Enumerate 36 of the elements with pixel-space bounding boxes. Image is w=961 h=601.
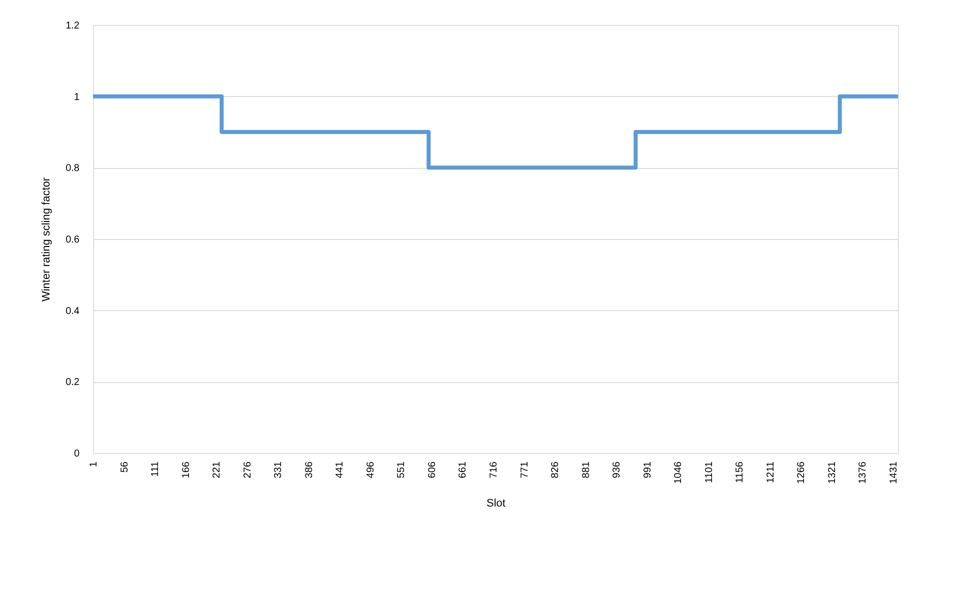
x-tick-label: 1431 xyxy=(888,461,900,484)
x-tick-label: 496 xyxy=(365,461,376,478)
x-tick-label: 1321 xyxy=(826,461,838,484)
x-tick-label: 386 xyxy=(304,461,315,478)
x-tick-label: 1 xyxy=(88,461,100,468)
y-tick-label: 0.8 xyxy=(66,163,80,174)
x-tick-label: 551 xyxy=(396,461,408,478)
x-tick-label: 716 xyxy=(488,461,500,478)
x-tick-label: 826 xyxy=(550,461,562,478)
x-tick-label: 1266 xyxy=(796,461,808,484)
x-tick-label: 111 xyxy=(150,461,162,477)
y-tick-label: 0.6 xyxy=(66,234,80,246)
x-tick-label: 661 xyxy=(458,461,469,478)
x-tick-label: 771 xyxy=(519,461,530,478)
x-tick-label: 1211 xyxy=(765,461,776,484)
x-tick-label: 1376 xyxy=(858,461,869,484)
x-tick-label: 991 xyxy=(642,461,654,478)
x-axis-title: Slot xyxy=(486,498,506,510)
x-tick-label: 881 xyxy=(580,461,592,478)
x-tick-label: 936 xyxy=(612,461,623,478)
y-tick-label: 0.2 xyxy=(66,377,80,388)
x-tick-label: 221 xyxy=(212,461,223,478)
x-tick-label: 276 xyxy=(242,461,254,478)
x-tick-label: 166 xyxy=(180,461,192,478)
y-tick-label: 0 xyxy=(74,448,80,460)
x-tick-label: 1046 xyxy=(673,461,684,484)
y-tick-label: 1.2 xyxy=(66,20,80,32)
y-axis-title: Winter rating scling factor xyxy=(40,177,53,302)
x-tick-label: 606 xyxy=(426,461,438,478)
x-tick-label: 331 xyxy=(273,461,284,478)
y-tick-label: 1 xyxy=(74,92,80,103)
x-tick-label: 441 xyxy=(334,461,346,478)
y-tick-label: 0.4 xyxy=(66,306,80,317)
x-tick-label: 1101 xyxy=(704,461,715,484)
x-tick-label: 56 xyxy=(119,461,130,473)
x-tick-label: 1156 xyxy=(734,461,746,484)
